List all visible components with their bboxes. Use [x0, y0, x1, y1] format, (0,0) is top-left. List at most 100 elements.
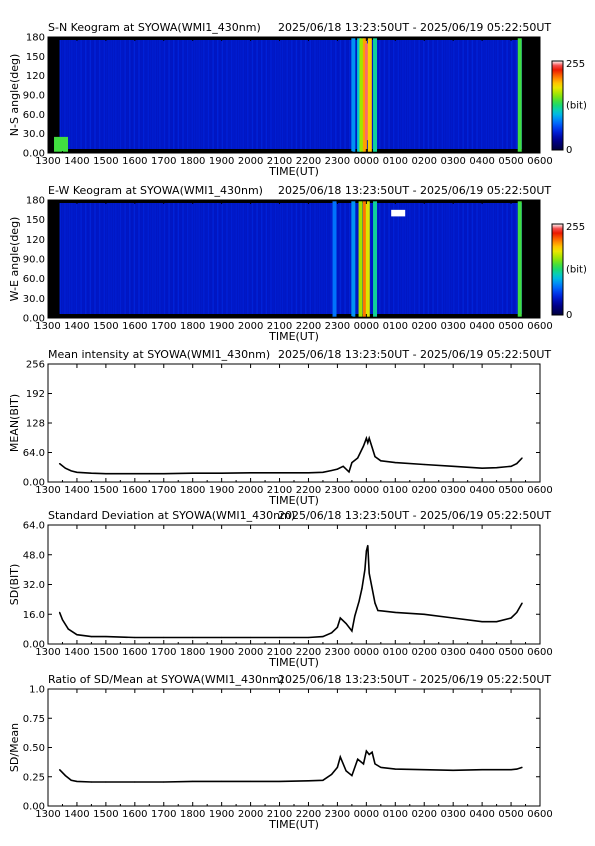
colorbar: [551, 60, 564, 151]
keogram-column: [210, 203, 212, 314]
keogram-column: [126, 203, 129, 314]
y-tick-label: 90.0: [23, 255, 45, 266]
keogram-column: [430, 40, 432, 149]
keogram-column: [483, 40, 485, 149]
colorbar-unit-label: (bit): [566, 101, 587, 112]
keogram-column: [432, 203, 434, 314]
data-point: [331, 632, 333, 634]
keogram-column: [471, 203, 474, 314]
keogram-column: [492, 203, 494, 314]
keogram-column: [409, 40, 411, 149]
x-tick-label: 0600: [527, 485, 552, 496]
data-point: [394, 462, 396, 464]
keogram-column: [110, 203, 112, 314]
keogram-column: [515, 40, 518, 149]
x-axis-label: TIME(UT): [268, 330, 319, 343]
x-tick-label: 2100: [267, 647, 292, 658]
y-axis-label: SD/Mean: [8, 723, 21, 772]
data-point: [58, 462, 61, 465]
keogram-column: [168, 40, 170, 149]
data-point: [249, 636, 252, 639]
keogram-column: [214, 203, 217, 314]
data-point: [64, 467, 66, 469]
keogram-column: [142, 40, 145, 149]
panel-line-4: Ratio of SD/Mean at SYOWA(WMI1_430nm)202…: [8, 673, 553, 831]
keogram-column: [455, 40, 457, 149]
keogram-column: [300, 40, 302, 149]
keogram-column: [406, 203, 409, 314]
keogram-column: [223, 203, 226, 314]
x-tick-label: 0100: [383, 809, 408, 820]
keogram-column: [462, 203, 464, 314]
data-point: [362, 763, 365, 765]
data-point: [368, 572, 370, 574]
data-point: [510, 769, 512, 771]
keogram-column: [101, 203, 103, 314]
keogram-column: [506, 203, 508, 314]
x-tick-label: 0500: [498, 321, 523, 332]
keogram-column: [110, 40, 112, 149]
keogram-column: [348, 203, 351, 314]
keogram-column: [462, 40, 464, 149]
keogram-column: [492, 40, 494, 149]
data-point: [70, 470, 72, 472]
keogram-column: [480, 203, 483, 314]
colorbar-min-label: 0: [566, 310, 572, 321]
keogram-column: [409, 203, 411, 314]
data-point: [368, 437, 370, 439]
keogram-column: [131, 203, 133, 314]
keogram-column: [295, 203, 298, 314]
data-point: [336, 626, 339, 628]
keogram-column: [469, 203, 471, 314]
x-tick-label: 2000: [238, 647, 263, 658]
keogram-column: [281, 203, 284, 314]
keogram-column: [103, 40, 105, 149]
series-line: [59, 749, 523, 783]
keogram-column: [513, 40, 515, 149]
y-tick-label: 64.0: [23, 521, 45, 532]
x-tick-label: 0600: [527, 321, 552, 332]
x-tick-label: 1300: [35, 809, 60, 820]
x-tick-label: 0500: [498, 647, 523, 658]
y-tick-label: 0.00: [23, 478, 45, 489]
keogram-column: [291, 40, 293, 149]
panel-title: E-W Keogram at SYOWA(WMI1_430nm): [48, 184, 263, 197]
data-point: [371, 751, 373, 753]
x-tick-label: 0600: [527, 156, 552, 167]
x-tick-label: 1300: [35, 156, 60, 167]
x-tick-label: 1300: [35, 647, 60, 658]
y-tick-label: 48.0: [23, 550, 45, 561]
keogram-column: [161, 40, 163, 149]
keogram-column: [277, 203, 279, 314]
y-tick-label: 150: [26, 215, 45, 226]
data-point: [516, 611, 518, 613]
keogram-column: [284, 203, 286, 314]
y-tick-label: 0.50: [23, 743, 45, 754]
keogram-column: [511, 40, 513, 149]
data-point: [359, 451, 362, 453]
panel-keogram-0: S-N Keogram at SYOWA(WMI1_430nm) 2025/06/…: [8, 21, 587, 178]
y-tick-label: 192: [26, 389, 45, 400]
data-point: [510, 465, 512, 467]
keogram-column: [487, 203, 490, 314]
plot-area: [48, 364, 540, 482]
keogram-column: [485, 203, 487, 314]
keogram-column: [80, 40, 82, 149]
panel-title: S-N Keogram at SYOWA(WMI1_430nm): [48, 21, 261, 34]
keogram-column: [177, 203, 180, 314]
keogram-column: [254, 203, 256, 314]
data-point: [495, 467, 498, 469]
keogram-column: [372, 203, 374, 314]
x-tick-label: 0100: [383, 321, 408, 332]
data-point: [105, 781, 107, 783]
data-point: [76, 634, 78, 636]
keogram-column: [281, 40, 284, 149]
keogram-column: [82, 40, 85, 149]
keogram-feature: [367, 38, 372, 152]
keogram-column: [233, 40, 235, 149]
keogram-column: [124, 40, 126, 149]
keogram-column: [140, 40, 143, 149]
keogram-column: [261, 203, 263, 314]
keogram-column: [122, 40, 124, 149]
data-point: [76, 780, 78, 783]
